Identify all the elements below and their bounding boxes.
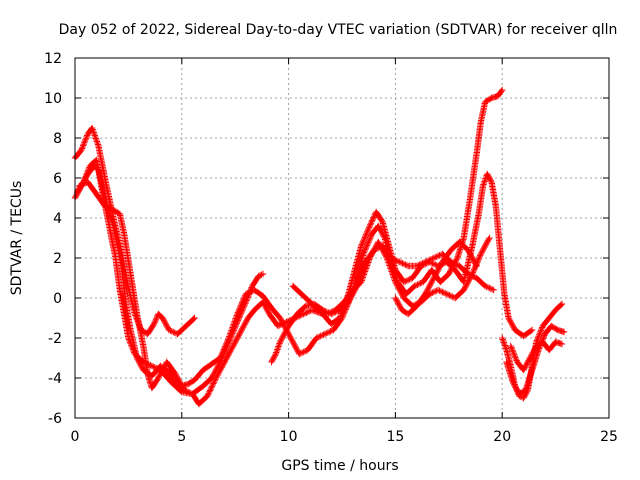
y-tick-label: -4 xyxy=(48,371,62,387)
series-markers xyxy=(268,242,497,366)
y-tick-label: 0 xyxy=(53,291,62,307)
data-series xyxy=(71,86,568,408)
y-tick-label: 2 xyxy=(53,251,62,267)
series-track-j xyxy=(507,338,566,374)
series-markers xyxy=(73,86,506,390)
y-tick-label: -2 xyxy=(48,331,62,347)
y-tick-label: 8 xyxy=(53,131,62,147)
series-track-d xyxy=(73,86,506,390)
chart-title: Day 052 of 2022, Sidereal Day-to-day VTE… xyxy=(59,22,618,38)
series-track-i xyxy=(503,322,568,398)
x-tick-label: 25 xyxy=(600,429,618,445)
series-track-e xyxy=(268,242,497,366)
series-markers xyxy=(392,238,480,318)
y-tick-label: 10 xyxy=(44,91,62,107)
grid xyxy=(75,58,609,418)
x-tick-label: 0 xyxy=(71,429,80,445)
series-markers xyxy=(503,322,568,398)
x-tick-label: 10 xyxy=(280,429,298,445)
y-tick-label: 6 xyxy=(53,171,62,187)
y-tick-label: 4 xyxy=(53,211,62,227)
y-tick-label: -6 xyxy=(48,411,62,427)
series-track-g xyxy=(392,238,480,318)
series-markers xyxy=(507,338,566,374)
axis-ticks: 0 5 10 15 20 25 -6 -4 -2 0 2 4 6 8 10 12 xyxy=(44,51,618,445)
y-tick-label: 12 xyxy=(44,51,62,67)
x-tick-label: 15 xyxy=(386,429,404,445)
plot-frame xyxy=(74,57,610,419)
x-axis-title: GPS time / hours xyxy=(281,458,398,474)
y-axis-title: SDTVAR / TECUs xyxy=(9,181,25,296)
x-tick-label: 5 xyxy=(177,429,186,445)
x-tick-label: 20 xyxy=(493,429,511,445)
